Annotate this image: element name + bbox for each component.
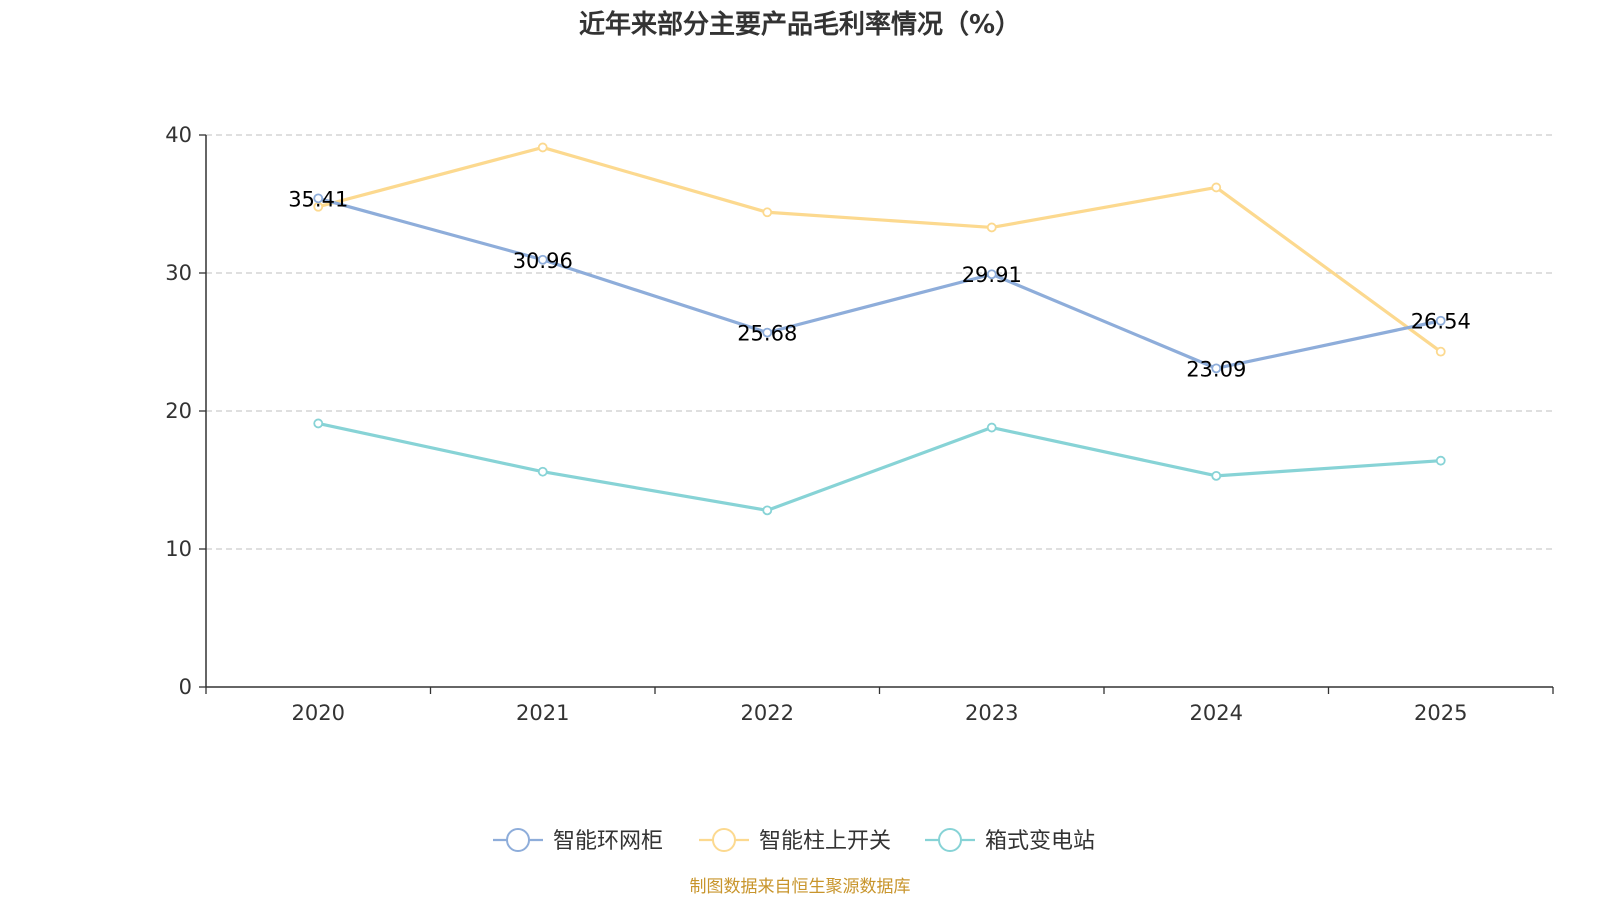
data-label-2020: 35.41 [288,187,348,211]
series-line-0 [316,196,1443,370]
x-tick-label-2023: 2023 [965,701,1018,725]
data-point-2021 [537,142,548,153]
axis-layer: 0 10 20 30 40 2020 2021 2022 2023 2024 2025 [165,123,1554,725]
legend-label: 智能柱上开关 [759,829,891,854]
legend-swatch-icon [938,828,962,852]
legend-item-1: 智能柱上开关 [699,828,891,854]
source-note: 制图数据来自恒生聚源数据库 [690,877,911,897]
data-label-2024: 23.09 [1186,357,1246,381]
legend-item-2: 箱式变电站 [925,828,1095,854]
data-point-2024 [1211,182,1222,193]
legend: 智能环网柜 智能柱上开关 箱式变电站 [493,828,1095,854]
legend-swatch-icon [506,828,530,852]
data-point-2025 [1435,315,1446,326]
chart-title: 近年来部分主要产品毛利率情况（%） [579,9,1021,40]
data-label-2022: 25.68 [737,322,797,346]
series-layer [313,142,1446,516]
y-tick-label: 10 [165,537,192,561]
data-point-2024 [1211,363,1222,374]
legend-swatch-icon [712,828,736,852]
data-point-2021 [537,254,548,265]
data-point-2022 [762,207,773,218]
series-line-1 [316,145,1443,354]
series-0 [313,193,1446,374]
data-label-2021: 30.96 [513,249,573,273]
legend-item-0: 智能环网柜 [493,828,663,854]
data-point-2022 [762,505,773,516]
data-point-2023 [986,222,997,233]
x-tick-label-2020: 2020 [292,701,345,725]
y-tick-label: 0 [179,675,192,699]
y-tick-label: 40 [165,123,192,147]
data-point-2020 [313,193,324,204]
series-line-2 [316,421,1443,512]
data-point-2025 [1435,455,1446,466]
legend-label: 智能环网柜 [553,829,663,854]
data-point-2023 [986,269,997,280]
data-label-layer: 35.41 30.96 25.68 29.91 23.09 26.54 [288,187,1471,381]
data-point-2023 [986,422,997,433]
x-tick-label-2025: 2025 [1414,701,1467,725]
y-tick-label: 20 [165,399,192,423]
x-tick-label-2022: 2022 [741,701,794,725]
data-label-2023: 29.91 [962,263,1022,287]
y-tick-label: 30 [165,261,192,285]
data-label-2025: 26.54 [1411,310,1471,334]
data-point-2022 [762,327,773,338]
data-point-2024 [1211,470,1222,481]
data-point-2021 [537,466,548,477]
x-tick-label-2021: 2021 [516,701,569,725]
grid-layer [206,134,1553,550]
x-tick-label-2024: 2024 [1190,701,1243,725]
series-2 [313,418,1446,516]
legend-label: 箱式变电站 [985,829,1095,854]
data-point-2020 [313,418,324,429]
data-point-2025 [1435,346,1446,357]
series-1 [313,142,1446,357]
